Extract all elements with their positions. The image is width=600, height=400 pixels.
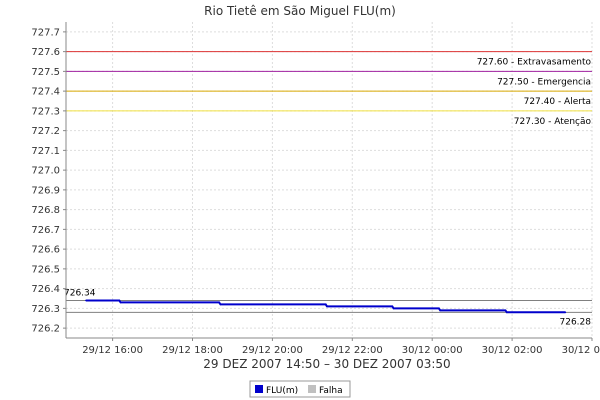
reference-lines: 726.34 726.28 xyxy=(64,288,592,327)
reference-label: 726.34 xyxy=(64,288,96,298)
series-point xyxy=(504,309,507,312)
y-tick-label: 726.9 xyxy=(31,185,60,196)
y-axis-ticks: 726.2 726.3 726.4 726.5 726.6 726.7 726.8 726.9… xyxy=(31,27,66,335)
series-point xyxy=(85,299,87,302)
y-tick-label: 727.2 xyxy=(31,126,60,137)
reference-label: 726.28 xyxy=(560,317,592,327)
x-axis-label: 29 DEZ 2007 14:50 – 30 DEZ 2007 03:50 xyxy=(203,357,450,371)
series-point xyxy=(324,303,327,306)
series-line-flu xyxy=(86,299,566,314)
series-point xyxy=(326,305,328,308)
series-point xyxy=(564,311,567,314)
x-tick-label: 30/12 00:00 xyxy=(402,345,463,356)
y-tick-label: 727.6 xyxy=(31,47,60,58)
y-tick-label: 726.2 xyxy=(31,324,60,335)
legend-label-flu: FLU(m) xyxy=(266,386,298,396)
legend: FLU(m) Falha xyxy=(249,380,351,398)
y-tick-label: 727.5 xyxy=(31,67,60,78)
x-tick-label: 30/12 02:00 xyxy=(482,345,543,356)
legend-box xyxy=(249,380,351,398)
threshold-label: 727.40 - Alerta xyxy=(524,97,591,107)
threshold-label: 727.50 - Emergencia xyxy=(497,77,591,87)
y-tick-label: 727.1 xyxy=(31,146,60,157)
y-tick-label: 726.6 xyxy=(31,245,60,256)
y-tick-label: 726.8 xyxy=(31,205,60,216)
series-point xyxy=(438,307,440,310)
y-tick-label: 726.3 xyxy=(31,304,60,315)
threshold-label: 727.60 - Extravasamento xyxy=(477,58,592,68)
threshold-lines: 727.60 - Extravasamento 727.50 - Emergenc… xyxy=(66,51,592,127)
x-tick-label: 29/12 20:00 xyxy=(242,345,303,356)
y-tick-label: 727.3 xyxy=(31,106,60,117)
series-point xyxy=(119,301,122,304)
plot-background xyxy=(66,22,592,338)
plot-area: 727.60 - Extravasamento 727.50 - Emergenc… xyxy=(64,22,593,339)
legend-label-falha: Falha xyxy=(319,386,343,396)
y-tick-label: 726.7 xyxy=(31,225,60,236)
x-tick-label: 29/12 22:00 xyxy=(322,345,383,356)
x-tick-label: 29/12 18:00 xyxy=(162,345,223,356)
series-point xyxy=(219,303,222,306)
y-tick-label: 727.0 xyxy=(31,166,60,177)
series-point xyxy=(505,311,508,314)
series-point xyxy=(218,301,220,304)
grid xyxy=(66,22,593,338)
series-point xyxy=(118,299,121,302)
threshold-label: 727.30 - Atenção xyxy=(514,117,592,127)
chart-title: Rio Tietê em São Miguel FLU(m) xyxy=(204,4,396,18)
y-tick-label: 726.4 xyxy=(31,284,60,295)
legend-swatch-flu xyxy=(255,385,263,393)
y-tick-label: 727.4 xyxy=(31,87,60,98)
x-tick-label: 29/12 16:00 xyxy=(82,345,143,356)
series-point xyxy=(439,309,441,312)
x-tick-label: 30/12 04:00 xyxy=(562,345,600,356)
series-point xyxy=(391,305,394,308)
legend-swatch-falha xyxy=(308,385,316,393)
y-tick-label: 726.5 xyxy=(31,264,60,275)
series-group xyxy=(85,299,567,314)
x-axis-ticks: 29/12 16:00 29/12 18:00 29/12 20:00 29/12 2… xyxy=(82,338,600,356)
series-point xyxy=(392,307,395,310)
y-tick-label: 727.7 xyxy=(31,27,60,38)
